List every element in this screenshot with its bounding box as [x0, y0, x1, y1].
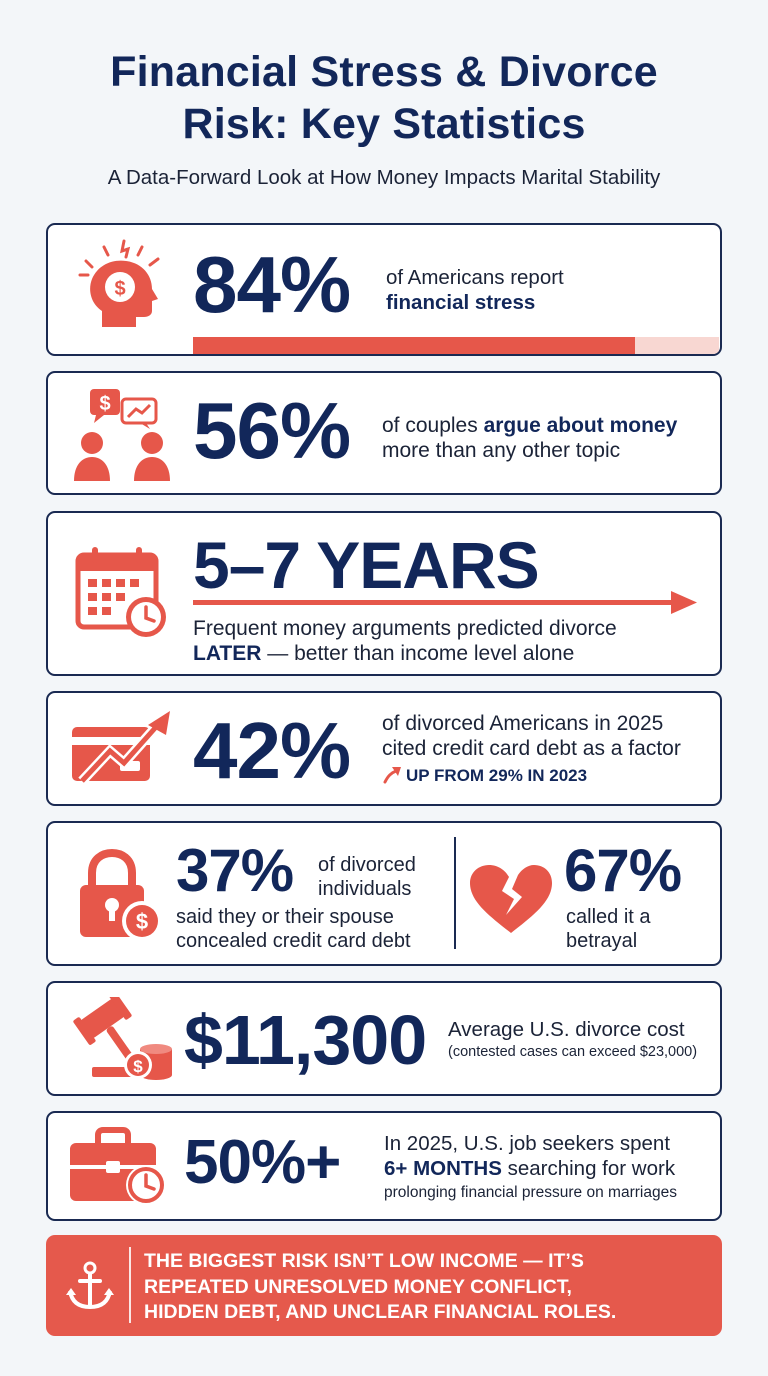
- stat-value: 56%: [193, 386, 351, 475]
- conclusion-banner: THE BIGGEST RISK ISN’T LOW INCOME — IT’S…: [46, 1235, 722, 1336]
- title-line-1: Financial Stress & Divorce: [110, 48, 658, 96]
- stat-card-financial-stress: $ 84% of Americans report financial stre…: [46, 223, 722, 356]
- stat-note: prolonging financial pressure on marriag…: [384, 1184, 677, 1201]
- trend-up-arrow-icon: [383, 767, 401, 784]
- stat-description: of divorced Americans in 2025 cited cred…: [382, 712, 681, 760]
- stat-value: 42%: [193, 706, 351, 795]
- lock-dollar-icon: $: [80, 849, 162, 941]
- card-divider: [454, 837, 456, 949]
- briefcase-clock-icon: [70, 1127, 166, 1205]
- stat-card-divorce-cost: $ $11,300 Average U.S. divorce cost (con…: [46, 981, 722, 1096]
- stat-value: $11,300: [184, 1001, 427, 1079]
- title-line-2: Risk: Key Statistics: [182, 100, 586, 148]
- stat-card-concealed-debt: $ 37% of divorced individuals said they …: [46, 821, 722, 966]
- stat-description: Average U.S. divorce cost: [448, 1018, 685, 1041]
- progress-bar-fill: [193, 337, 635, 354]
- progress-bar: [193, 337, 719, 354]
- banner-divider: [129, 1247, 131, 1323]
- calendar-clock-icon: [75, 547, 166, 637]
- arguing-couple-icon: $: [74, 389, 170, 481]
- gavel-coins-icon: $: [73, 997, 172, 1080]
- stat-card-years-prediction: 5–7 YEARS Frequent money arguments predi…: [46, 511, 722, 676]
- stat-description-concealed-bottom: said they or their spouse concealed cred…: [176, 906, 411, 952]
- stat-description: Frequent money arguments predicted divor…: [193, 617, 617, 665]
- credit-card-trend-icon: [72, 711, 170, 785]
- stat-description: of Americans report financial stress: [386, 266, 564, 314]
- svg-text:$: $: [99, 393, 110, 415]
- stat-card-job-search: 50%+ In 2025, U.S. job seekers spent 6+ …: [46, 1111, 722, 1221]
- banner-text: THE BIGGEST RISK ISN’T LOW INCOME — IT’S…: [144, 1250, 617, 1323]
- stat-value: 5–7 YEARS: [193, 528, 540, 602]
- page-title: Financial Stress & Divorce Risk: Key Sta…: [0, 46, 768, 150]
- timeline-arrow-icon: [193, 591, 697, 614]
- svg-text:$: $: [114, 278, 125, 300]
- stat-card-credit-card-debt: 42% of divorced Americans in 2025 cited …: [46, 691, 722, 806]
- svg-text:$: $: [136, 909, 148, 934]
- stat-card-money-arguments: $ 56% of couples argue about money more …: [46, 371, 722, 495]
- stat-value-betrayal: 67%: [564, 837, 682, 904]
- anchor-icon: [66, 1261, 114, 1310]
- stat-description: In 2025, U.S. job seekers spent 6+ MONTH…: [384, 1132, 676, 1180]
- stat-description-concealed-top: of divorced individuals: [318, 854, 416, 900]
- page-subtitle: A Data-Forward Look at How Money Impacts…: [107, 166, 661, 189]
- broken-heart-icon: [470, 865, 552, 933]
- stressed-head-dollar-icon: $: [78, 239, 160, 327]
- stat-note: (contested cases can exceed $23,000): [448, 1044, 698, 1060]
- svg-text:$: $: [133, 1057, 143, 1076]
- stat-value: 50%+: [184, 1128, 341, 1197]
- stat-value-concealed: 37%: [176, 837, 294, 904]
- stat-description: of couples argue about money more than a…: [382, 414, 678, 462]
- stat-description-betrayal: called it a betrayal: [566, 906, 651, 952]
- stat-value: 84%: [193, 240, 351, 329]
- trend-text: UP FROM 29% IN 2023: [406, 766, 588, 785]
